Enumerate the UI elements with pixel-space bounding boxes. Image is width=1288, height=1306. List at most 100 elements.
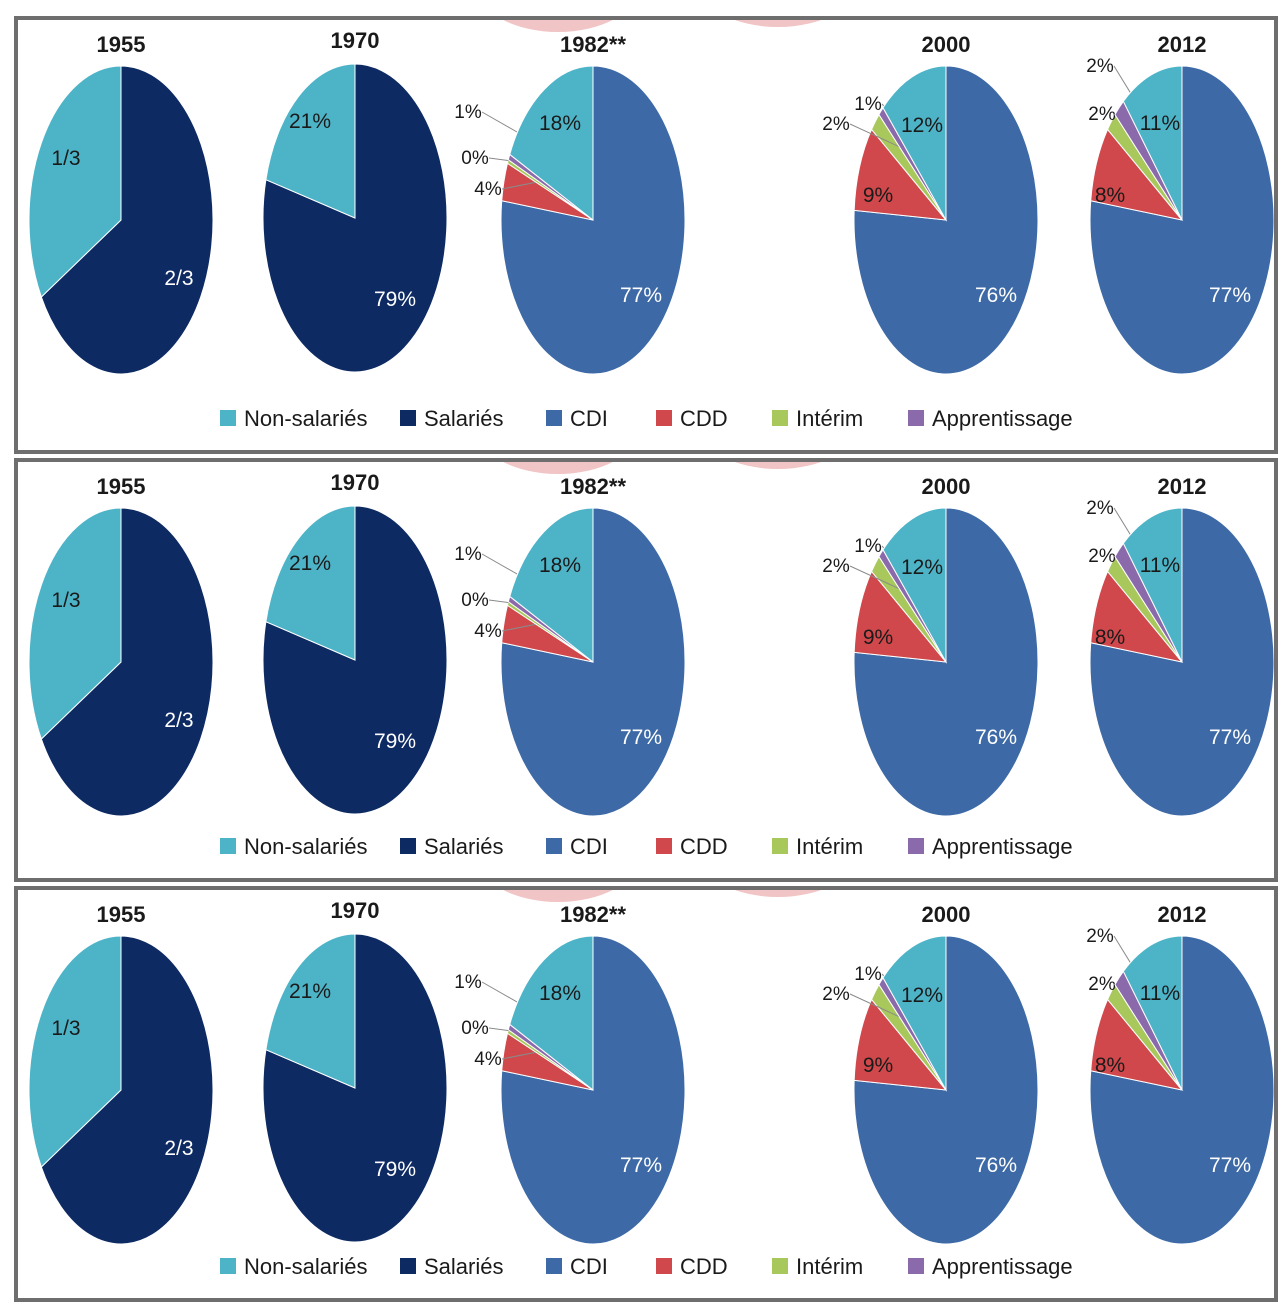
pie-2012: 2012 77% 8% 2% 2% 11%	[1086, 474, 1274, 817]
slice-value-label: 12%	[901, 556, 943, 579]
pie-slice-cdi	[853, 65, 1039, 375]
pie-slice-salaries	[40, 935, 214, 1245]
legend-swatch-non-salaries	[220, 838, 236, 854]
slice-value-label: 2/3	[164, 267, 193, 290]
legend-label-interim: Intérim	[796, 1254, 863, 1279]
decor-shape	[734, 20, 822, 27]
legend-swatch-cdi	[546, 838, 562, 854]
pie-slice-non-salaries	[509, 507, 594, 664]
slice-value-label: 1%	[854, 964, 882, 985]
legend-swatch-non-salaries	[220, 1258, 236, 1274]
slice-value-label: 18%	[539, 554, 581, 577]
legend-label-salaries: Salariés	[424, 834, 503, 859]
legend: Non-salariés Salariés CDI CDD Intérim Apprent…	[220, 834, 1073, 859]
pie-2000: 2000 76% 9% 2%1% 12%	[822, 902, 1039, 1245]
legend-label-cdd: CDD	[680, 1254, 728, 1279]
legend-swatch-interim	[772, 838, 788, 854]
pie-1982: 1982** 77% 4% 0% 1% 18%	[454, 902, 686, 1245]
slice-value-label: 79%	[374, 730, 416, 753]
pie-charts-svg: 1955 2/3 1/3 1970 79% 21% 1982** 77% 4% 0% 1% 18% 20…	[28, 462, 1274, 859]
pie-1970: 1970 79% 21%	[262, 898, 448, 1243]
decor-shape	[734, 462, 822, 469]
slice-value-label: 2%	[1088, 974, 1116, 995]
pie-year-label: 1955	[97, 474, 146, 499]
pie-1982: 1982** 77% 4% 0% 1% 18%	[454, 32, 686, 375]
pie-charts-svg: 1955 2/3 1/3 1970 79% 21% 1982** 77% 4% 0% 1% 18% 20…	[28, 890, 1274, 1279]
pie-1955: 1955 2/3 1/3	[28, 32, 214, 375]
legend-swatch-cdd	[656, 838, 672, 854]
slice-value-label: 2%	[1086, 56, 1114, 77]
legend-swatch-salaries	[400, 410, 416, 426]
legend-label-salaries: Salariés	[424, 1254, 503, 1279]
pie-slice-cdi	[853, 507, 1039, 817]
slice-value-label: 1%	[454, 972, 482, 993]
pie-slice-cdi	[500, 507, 686, 817]
pie-1955: 1955 2/3 1/3	[28, 902, 214, 1245]
slice-value-label: 4%	[474, 1049, 502, 1070]
pie-slice-cdd	[853, 570, 948, 663]
slice-value-label: 8%	[1095, 1054, 1125, 1077]
pie-2000: 2000 76% 9% 2%1% 12%	[822, 474, 1039, 817]
pie-year-label: 2000	[922, 32, 971, 57]
pie-year-label: 1955	[97, 902, 146, 927]
legend-swatch-salaries	[400, 838, 416, 854]
slice-value-label: 0%	[461, 1018, 489, 1039]
pie-year-label: 1982**	[560, 474, 627, 499]
slice-value-label: 1/3	[51, 147, 80, 170]
pie-2012: 2012 77% 8% 2% 2% 11%	[1086, 902, 1274, 1245]
pie-slice-cdi	[1089, 65, 1274, 375]
pie-year-label: 1982**	[560, 902, 627, 927]
legend-label-non-salaries: Non-salariés	[244, 406, 368, 431]
decor-shape	[734, 890, 822, 897]
slice-value-label: 77%	[1209, 284, 1251, 307]
legend-swatch-interim	[772, 410, 788, 426]
pie-year-label: 1970	[331, 898, 380, 923]
pie-slice-cdi	[1089, 507, 1274, 817]
slice-value-label: 11%	[1140, 554, 1180, 577]
chart-panel-3: 1955 2/3 1/3 1970 79% 21% 1982** 77% 4% 0% 1% 18% 20…	[14, 886, 1278, 1302]
legend-swatch-salaries	[400, 1258, 416, 1274]
legend-swatch-apprentissage	[908, 838, 924, 854]
legend-swatch-cdd	[656, 410, 672, 426]
legend-label-non-salaries: Non-salariés	[244, 834, 368, 859]
decor-shape	[503, 462, 613, 474]
pie-slice-non-salaries	[509, 935, 594, 1092]
pie-year-label: 1970	[331, 470, 380, 495]
pie-slice-non-salaries	[1122, 65, 1183, 221]
pie-year-label: 2012	[1158, 32, 1207, 57]
legend-label-apprentissage: Apprentissage	[932, 834, 1073, 859]
pie-slice-non-salaries	[882, 935, 947, 1092]
slice-value-label: 1/3	[51, 589, 80, 612]
slice-value-label: 77%	[620, 726, 662, 749]
slice-value-label: 11%	[1140, 982, 1180, 1005]
pie-slice-non-salaries	[265, 505, 356, 661]
slice-value-label: 76%	[975, 1154, 1017, 1177]
legend-label-apprentissage: Apprentissage	[932, 1254, 1073, 1279]
slice-value-label: 1/3	[51, 1017, 80, 1040]
slice-value-label: 2/3	[164, 709, 193, 732]
slice-value-label: 4%	[474, 179, 502, 200]
legend-label-apprentissage: Apprentissage	[932, 406, 1073, 431]
slice-value-label: 9%	[863, 626, 893, 649]
pie-year-label: 2000	[922, 902, 971, 927]
legend-label-cdi: CDI	[570, 1254, 608, 1279]
slice-value-label: 79%	[374, 288, 416, 311]
pie-2000: 2000 76% 9% 2%1% 12%	[822, 32, 1039, 375]
pie-year-label: 1982**	[560, 32, 627, 57]
pie-slice-cdd	[853, 998, 948, 1091]
pie-slice-salaries	[40, 65, 214, 375]
pie-1955: 1955 2/3 1/3	[28, 474, 214, 817]
pie-slice-non-salaries	[28, 507, 122, 740]
legend-swatch-cdi	[546, 410, 562, 426]
slice-value-label: 2%	[1086, 926, 1114, 947]
pie-slice-cdi	[853, 935, 1039, 1245]
slice-value-label: 2/3	[164, 1137, 193, 1160]
slice-value-label: 2%	[822, 984, 850, 1005]
slice-value-label: 11%	[1140, 112, 1180, 135]
slice-value-label: 77%	[620, 284, 662, 307]
legend-label-non-salaries: Non-salariés	[244, 1254, 368, 1279]
slice-value-label: 2%	[1086, 498, 1114, 519]
slice-value-label: 21%	[289, 110, 331, 133]
legend-label-cdi: CDI	[570, 406, 608, 431]
